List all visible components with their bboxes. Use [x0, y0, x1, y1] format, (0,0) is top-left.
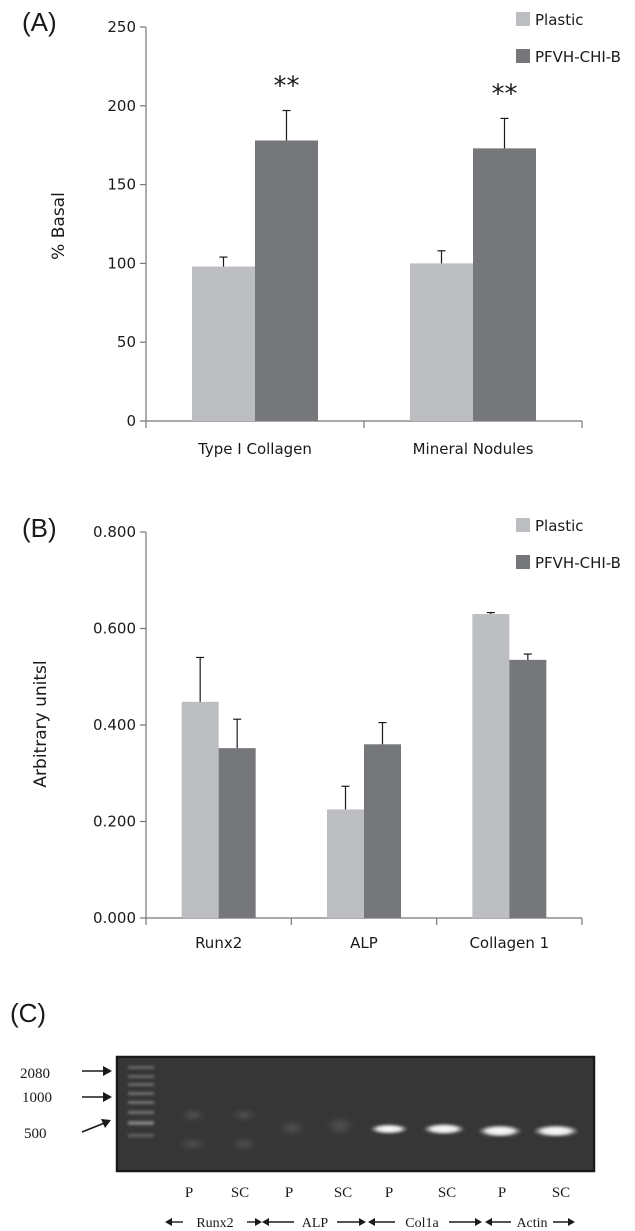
bar-plastic: [410, 263, 473, 421]
bar-pfvh: [473, 148, 536, 422]
x-category-label: Mineral Nodules: [413, 440, 534, 458]
gene-label: Runx2: [196, 1216, 233, 1231]
significance-annotation: **: [492, 79, 518, 109]
lane-label: P: [498, 1185, 506, 1201]
bar-plastic: [181, 701, 219, 918]
y-tick-label: 0.800: [93, 523, 136, 541]
legend-swatch-plastic-a: [516, 12, 530, 26]
bar-plastic: [472, 614, 510, 918]
gene-span-col1a: Col1a: [368, 1216, 482, 1231]
bar-pfvh: [509, 659, 547, 918]
gel-image: [115, 1055, 596, 1173]
panel-label-a: (A): [22, 7, 57, 37]
marker-label-2080: 2080: [20, 1066, 50, 1082]
y-axis-title-a: % Basal: [49, 192, 69, 260]
x-category-label: Runx2: [195, 934, 242, 952]
gel-panel-c: (C) 2080 1000 500: [10, 998, 596, 1231]
gene-label: Actin: [516, 1216, 547, 1231]
legend-label-plastic-a: Plastic: [535, 11, 584, 29]
y-tick-label: 50: [117, 333, 136, 351]
y-tick-label: 0.200: [93, 813, 136, 831]
legend-swatch-plastic-b: [516, 518, 530, 532]
y-tick-label: 250: [107, 18, 136, 36]
chart-panel-a: (A) % Basal Plastic PFVH-CHI-B 0 50 100 150…: [22, 7, 621, 458]
marker-arrow-icon: [82, 1066, 112, 1076]
x-category-label: Collagen 1: [469, 934, 549, 952]
gene-span-actin: Actin: [485, 1216, 575, 1231]
legend-label-pfvh-b: PFVH-CHI-B: [535, 554, 621, 572]
bar-plastic: [192, 266, 255, 421]
legend-b: Plastic PFVH-CHI-B: [516, 517, 621, 572]
lane-label: SC: [552, 1185, 570, 1201]
marker-arrow-icon: [81, 1119, 111, 1133]
marker-arrow-icon: [82, 1092, 112, 1102]
y-tick-label: 100: [107, 254, 136, 272]
panel-label-b: (B): [22, 513, 57, 543]
legend-swatch-pfvh-a: [516, 49, 530, 63]
marker-label-1000: 1000: [22, 1090, 52, 1106]
legend-label-plastic-b: Plastic: [535, 517, 584, 535]
lane-label: SC: [231, 1185, 249, 1201]
lane-label: SC: [334, 1185, 352, 1201]
gene-label: ALP: [302, 1216, 329, 1231]
y-tick-label: 0.400: [93, 716, 136, 734]
y-tick-label: 200: [107, 97, 136, 115]
lane-label: P: [285, 1185, 293, 1201]
gene-span-alp: ALP: [262, 1216, 366, 1231]
legend-label-pfvh-a: PFVH-CHI-B: [535, 48, 621, 66]
lane-label: P: [385, 1185, 393, 1201]
bar-pfvh: [218, 748, 256, 918]
y-tick-label: 0.600: [93, 620, 136, 638]
y-tick-label: 150: [107, 176, 136, 194]
legend-swatch-pfvh-b: [516, 555, 530, 569]
bar-pfvh: [255, 140, 318, 422]
gene-label: Col1a: [405, 1216, 439, 1231]
lane-label: P: [185, 1185, 193, 1201]
legend-a: Plastic PFVH-CHI-B: [516, 11, 621, 66]
y-tick-label: 0.000: [93, 909, 136, 927]
y-axis-title-b: Arbitrary unitsl: [31, 660, 51, 787]
x-category-label: ALP: [350, 934, 378, 952]
bar-pfvh: [364, 744, 401, 918]
marker-label-500: 500: [24, 1126, 47, 1142]
bar-plastic: [327, 809, 364, 918]
chart-panel-b: (B) Arbitrary unitsl Plastic PFVH-CHI-B …: [22, 513, 621, 952]
x-category-label: Type I Collagen: [197, 440, 312, 458]
y-tick-label: 0: [126, 412, 136, 430]
lane-label: SC: [438, 1185, 456, 1201]
significance-annotation: **: [274, 72, 300, 102]
gene-span-runx2: Runx2: [165, 1216, 262, 1231]
panel-label-c: (C): [10, 998, 46, 1028]
